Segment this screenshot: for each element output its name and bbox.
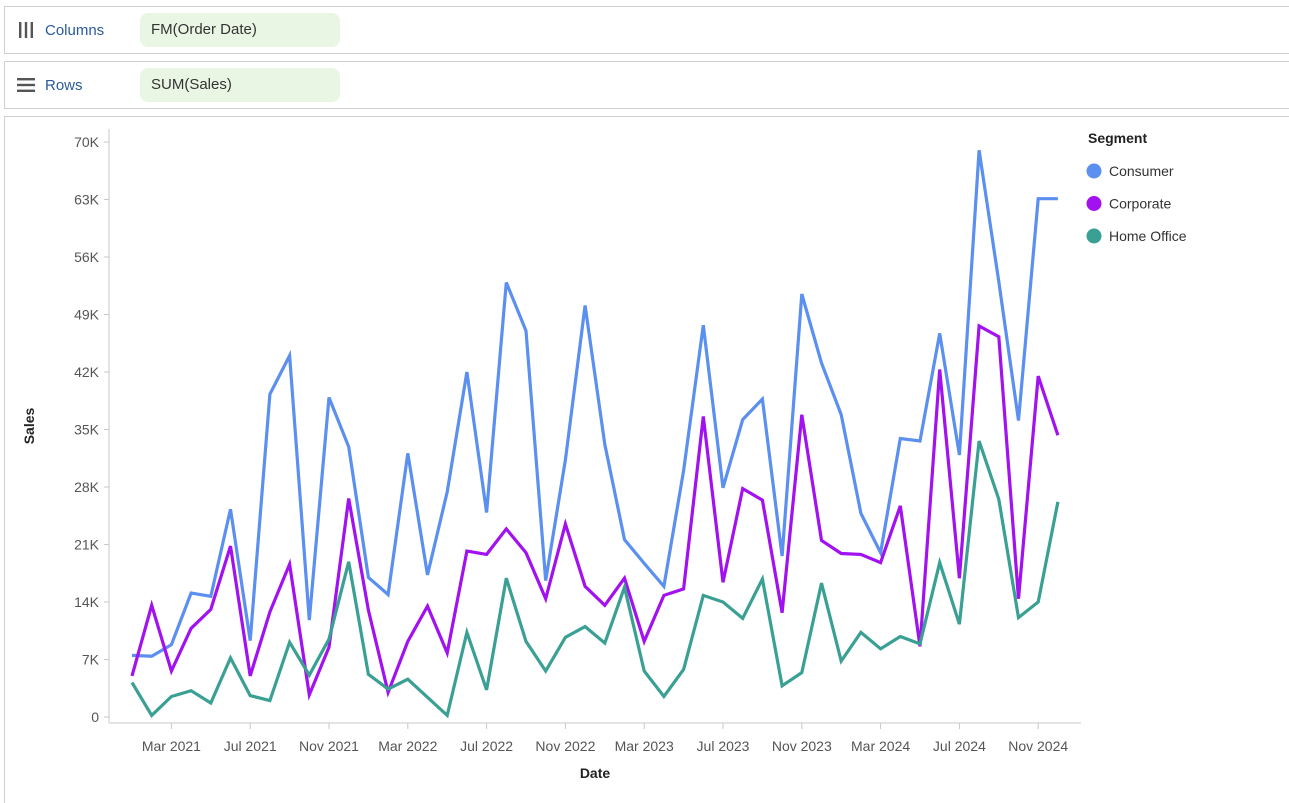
x-tick-label: Mar 2021 bbox=[142, 738, 201, 754]
x-tick-label: Mar 2024 bbox=[851, 738, 910, 754]
y-tick-label: 63K bbox=[74, 192, 100, 208]
legend-swatch-corporate bbox=[1086, 196, 1102, 211]
columns-icon bbox=[19, 22, 33, 38]
series-lines bbox=[130, 149, 1060, 719]
x-tick-label: Jul 2024 bbox=[933, 738, 986, 754]
legend-swatch-home-office bbox=[1086, 228, 1102, 244]
x-tick-label: Jul 2022 bbox=[460, 738, 513, 754]
y-tick-label: 70K bbox=[74, 134, 100, 150]
y-tick-label: 49K bbox=[74, 307, 100, 323]
columns-label: Columns bbox=[45, 22, 105, 39]
axes: 0 7K 14K 21K 28K 35K 42K 49K 56K 63K 70K Mar 2021 Ju… bbox=[21, 129, 1081, 781]
series-line-corporate bbox=[130, 323, 1060, 701]
x-tick-label: Nov 2023 bbox=[772, 738, 832, 754]
legend: Segment Consumer Corporate Home Office bbox=[1086, 130, 1187, 244]
rows-label: Rows bbox=[45, 77, 83, 94]
columns-pill[interactable]: FM(Order Date) bbox=[140, 13, 340, 47]
y-tick-label: 42K bbox=[74, 364, 100, 380]
x-axis-title: Date bbox=[580, 765, 611, 781]
x-tick-label: Jul 2023 bbox=[697, 738, 750, 754]
series-line-home-office bbox=[130, 440, 1060, 719]
legend-label-consumer: Consumer bbox=[1109, 163, 1174, 179]
y-tick-label: 21K bbox=[74, 537, 100, 553]
chart-view: 0 7K 14K 21K 28K 35K 42K 49K 56K 63K 70K Mar 2021 Ju… bbox=[4, 116, 1289, 803]
legend-title: Segment bbox=[1088, 130, 1147, 146]
series-line-consumer bbox=[131, 149, 1058, 658]
columns-shelf: Columns FM(Order Date) bbox=[4, 6, 1289, 54]
x-tick-label: Mar 2023 bbox=[615, 738, 674, 754]
y-tick-label: 0 bbox=[91, 709, 99, 725]
legend-swatch-consumer bbox=[1086, 163, 1102, 179]
y-tick-label: 56K bbox=[74, 249, 100, 265]
x-tick-label: Nov 2021 bbox=[299, 738, 359, 754]
x-tick-label: Jul 2021 bbox=[224, 738, 277, 754]
y-axis-title: Sales bbox=[21, 407, 37, 444]
y-tick-label: 28K bbox=[74, 479, 100, 495]
y-tick-label: 7K bbox=[82, 652, 100, 668]
rows-icon bbox=[17, 78, 35, 92]
y-tick-label: 35K bbox=[74, 422, 100, 438]
y-tick-label: 14K bbox=[74, 594, 100, 610]
x-tick-label: Mar 2022 bbox=[378, 738, 437, 754]
legend-label-corporate: Corporate bbox=[1109, 196, 1171, 212]
legend-label-home-office: Home Office bbox=[1109, 228, 1187, 244]
line-chart: 0 7K 14K 21K 28K 35K 42K 49K 56K 63K 70K Mar 2021 Ju… bbox=[21, 129, 1187, 781]
rows-shelf: Rows SUM(Sales) bbox=[4, 61, 1289, 109]
x-tick-label: Nov 2022 bbox=[535, 738, 595, 754]
x-tick-label: Nov 2024 bbox=[1008, 738, 1068, 754]
rows-pill[interactable]: SUM(Sales) bbox=[140, 68, 340, 102]
